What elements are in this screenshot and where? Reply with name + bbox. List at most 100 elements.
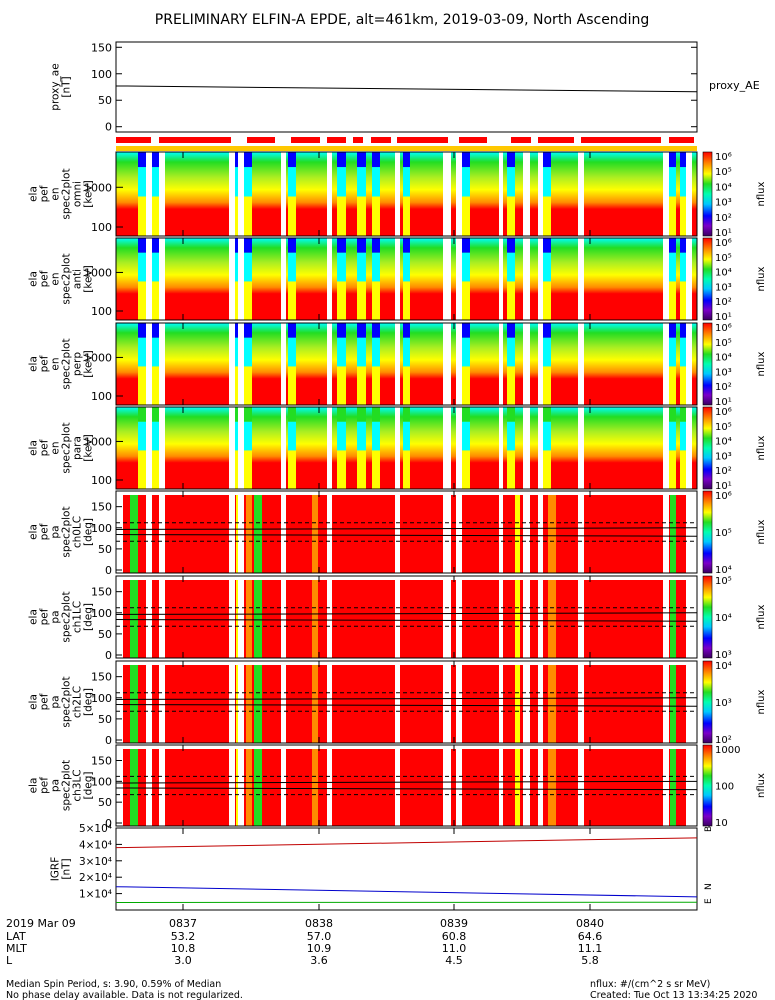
- data-gap: [327, 491, 332, 573]
- data-gap: [686, 661, 692, 743]
- spectrogram-tick-label: 100: [91, 474, 112, 487]
- spectrogram-column-low: [462, 281, 470, 320]
- data-gap: [146, 407, 152, 489]
- loss-cone-solid: [115, 612, 698, 615]
- data-gap: [229, 152, 235, 236]
- spectrogram-column-mid: [152, 337, 159, 367]
- spectrogram-column-mid: [235, 167, 238, 197]
- x-axis-row-value: 3.0: [174, 954, 192, 967]
- spectrogram-column-low: [462, 196, 470, 236]
- y-axis-label-line: pef: [39, 355, 51, 372]
- spectrogram-column-mid: [337, 421, 346, 451]
- y-axis-label-line: spec2plot: [61, 591, 73, 642]
- x-axis-row-value: 10.9: [307, 942, 332, 955]
- data-gap: [499, 152, 503, 236]
- spectrogram-column-top: [138, 323, 146, 338]
- spectrogram-column-top: [462, 323, 470, 338]
- data-gap: [146, 238, 152, 320]
- spectrogram-column-top: [680, 238, 686, 253]
- spectrogram-column-top: [235, 323, 238, 338]
- footer-left-2: No phase delay available. Data is not re…: [6, 990, 243, 1000]
- y-axis-label-line: ela: [28, 271, 40, 287]
- loss-cone-solid: [115, 780, 698, 784]
- spectrogram-column-top: [669, 152, 676, 168]
- colorbar-tick-label: 10⁶: [715, 407, 732, 418]
- spectrogram-column-low: [669, 366, 676, 405]
- spectrogram-column-top: [543, 238, 551, 253]
- y-axis-label-line: spec2plot: [61, 676, 73, 727]
- pa-column: [548, 665, 556, 743]
- spectrogram-column-low: [462, 450, 470, 489]
- spectrogram-column-mid: [462, 421, 470, 451]
- colorbar-title: nflux: [756, 773, 767, 798]
- colorbar-tick-label: 10³: [715, 451, 732, 462]
- spectrogram-column-low: [357, 196, 366, 236]
- pa-spectrogram-5: [123, 495, 690, 573]
- pa-tick-label: 50: [98, 543, 112, 556]
- attitude-bar-segment: [371, 137, 391, 143]
- pa-column: [254, 580, 262, 658]
- data-gap: [395, 491, 400, 573]
- y-axis-label-line: para: [72, 436, 84, 460]
- data-gap: [229, 745, 235, 826]
- colorbar-tick-label: 10¹: [715, 397, 732, 408]
- y-axis-label-4: ela pef en spec2plot para [keV]: [28, 422, 95, 473]
- spectrogram-column-mid: [337, 337, 346, 367]
- pa-tick-label: 0: [105, 649, 112, 662]
- spectrogram-column-low: [372, 450, 380, 489]
- data-gap: [159, 491, 165, 573]
- spectrogram-column-top: [507, 238, 515, 253]
- spectrogram-column-mid: [543, 421, 551, 451]
- data-gap: [327, 152, 332, 236]
- y-axis-label-5: ela pef pa spec2plot ch0LC [deg]: [28, 506, 95, 557]
- spectrogram-column-mid: [462, 167, 470, 197]
- igrf-tick-label: 1×10⁴: [79, 889, 112, 901]
- data-gap: [443, 152, 451, 236]
- proxy-ae-tick-label: 0: [105, 121, 112, 134]
- y-axis-label-line: pef: [39, 693, 51, 710]
- pa-column: [515, 665, 520, 743]
- y-axis-label-line: ch3LC: [72, 769, 84, 801]
- spectrogram-column-mid: [244, 337, 252, 367]
- y-axis-label-line: spec2plot: [61, 253, 73, 304]
- spectrogram-column-low: [244, 366, 252, 405]
- spectrogram-column-top: [543, 407, 551, 422]
- spectrogram-column-mid: [680, 252, 686, 282]
- data-gap: [146, 491, 152, 573]
- spectrogram-column-top: [403, 152, 410, 168]
- spectrogram-column-mid: [403, 252, 410, 282]
- spectrogram-column-top: [372, 238, 380, 253]
- spectrogram-column-top: [357, 323, 366, 338]
- x-axis-row-value: 11.0: [442, 942, 467, 955]
- figure-title: PRELIMINARY ELFIN-A EPDE, alt=461km, 201…: [155, 12, 649, 28]
- proxy-ae-tick-label: 100: [91, 68, 112, 81]
- spectrogram-column-low: [152, 366, 159, 405]
- pa-column: [312, 495, 318, 573]
- spectrogram-column-mid: [152, 167, 159, 197]
- spectrogram-column-low: [138, 196, 146, 236]
- data-gap: [456, 745, 462, 826]
- pa-column: [254, 495, 262, 573]
- loss-cone-solid: [115, 697, 698, 700]
- y-axis-label-9: IGRF [nT]: [50, 857, 73, 882]
- colorbar-tick-label: 10³: [715, 282, 732, 293]
- spectrogram-tick-label: 1000: [84, 181, 112, 194]
- x-axis-row-value: 60.8: [442, 930, 467, 943]
- pa-column: [130, 495, 138, 573]
- spectrogram-column-top: [403, 407, 410, 422]
- colorbar-1: [702, 151, 713, 237]
- igrf-line-0: [115, 837, 698, 849]
- data-gap: [281, 491, 286, 573]
- spectrogram-column-top: [543, 152, 551, 168]
- x-axis-row-value: 11.1: [578, 942, 603, 955]
- spectrogram-column-mid: [669, 167, 676, 197]
- y-axis-label-line: [keV]: [83, 180, 95, 208]
- pa-tick-label: 100: [91, 692, 112, 705]
- spectrogram-frame: [115, 406, 698, 490]
- igrf-frame: [115, 827, 698, 911]
- attitude-bar-segment: [459, 137, 487, 143]
- attitude-bar-segment: [538, 137, 574, 143]
- pa-column: [670, 665, 676, 743]
- x-axis-row-label: 2019 Mar 09: [6, 917, 76, 930]
- spectrogram-column-low: [337, 450, 346, 489]
